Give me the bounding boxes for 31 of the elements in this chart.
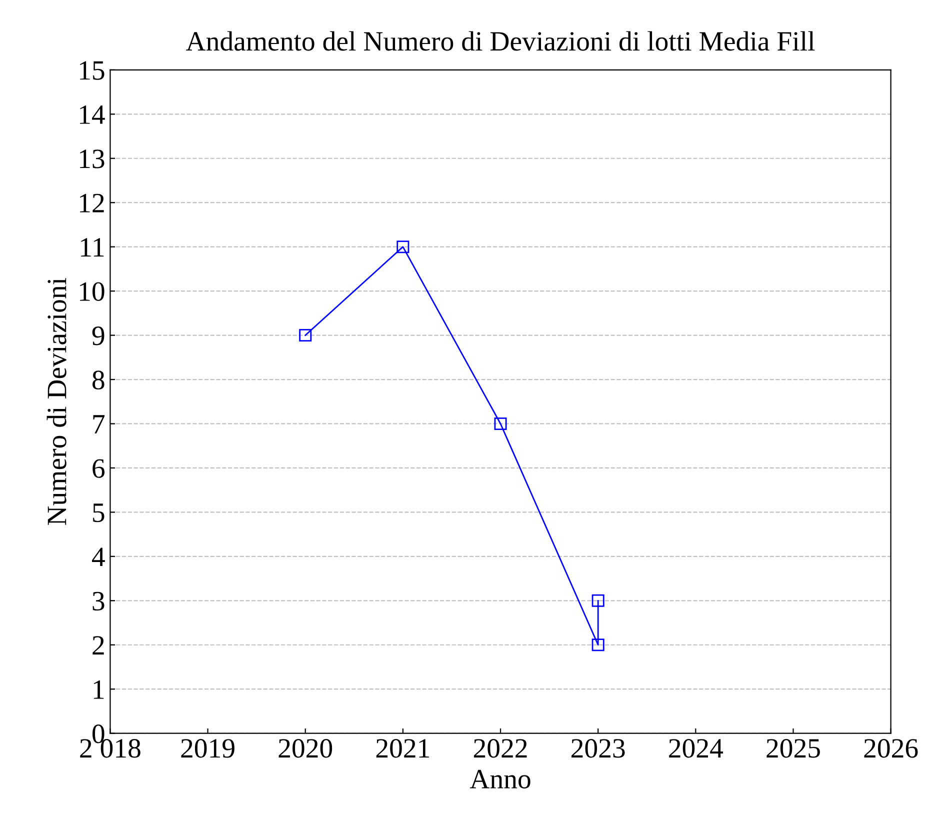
y-tick-label: 8 xyxy=(92,370,104,390)
y-tick-label: 10 xyxy=(80,282,104,301)
x-tick-label: 2019 xyxy=(181,738,234,758)
point xyxy=(592,638,604,652)
x-tick-label: 2023 xyxy=(572,738,625,758)
point xyxy=(592,594,604,607)
x-tick-label: 2025 xyxy=(766,738,820,758)
x-tick-label: 2024 xyxy=(669,738,723,758)
y-tick-label: 12 xyxy=(80,194,104,212)
y-tick-label: 15 xyxy=(80,61,104,80)
x-axis-title: Anno xyxy=(470,770,530,788)
point xyxy=(299,329,312,342)
y-tick-label: 14 xyxy=(80,105,105,124)
y-tick-label: 4 xyxy=(92,548,105,566)
point xyxy=(396,240,410,254)
y-tick-label: 11 xyxy=(81,238,104,256)
x-tick-label: 2020 xyxy=(278,738,332,758)
y-tick-label: 13 xyxy=(80,150,104,168)
y-tick-label: 9 xyxy=(92,326,104,346)
y-axis-title: Numero di Deviazioni xyxy=(46,278,66,526)
point xyxy=(494,417,507,430)
y-tick-label: 1 xyxy=(94,680,104,699)
y-tick-label: 5 xyxy=(93,504,104,522)
y-tick-label: 6 xyxy=(92,459,105,478)
x-tick-label: 2021 xyxy=(376,738,430,758)
y-tick-label: 2 xyxy=(92,636,104,655)
chart-title: Andamento del Numero di Deviazioni di lotti Media Fill xyxy=(186,31,815,51)
x-tick-label: 2022 xyxy=(474,738,527,758)
y-tick-label: 7 xyxy=(93,415,105,434)
y-tick-label: 3 xyxy=(92,592,104,611)
x-tick-label: 2026 xyxy=(864,738,918,758)
